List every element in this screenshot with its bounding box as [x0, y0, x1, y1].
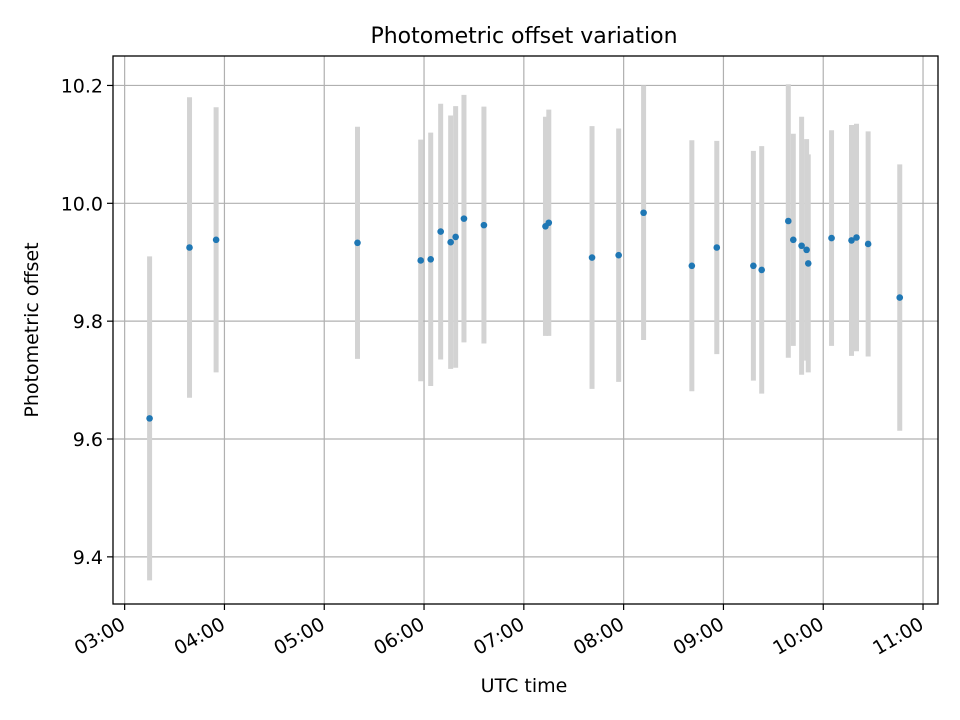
- data-point: [427, 255, 434, 263]
- data-points: [146, 209, 904, 422]
- data-point: [447, 238, 454, 246]
- chart-title: Photometric offset variation: [370, 24, 677, 49]
- plot-frame: [112, 55, 939, 605]
- data-point: [803, 246, 810, 254]
- data-point: [437, 228, 444, 235]
- data-point: [848, 237, 855, 244]
- data-point: [758, 266, 765, 274]
- data-point: [713, 244, 721, 251]
- x-axis-label: UTC time: [481, 675, 568, 697]
- data-point: [212, 236, 220, 244]
- y-tick-label: 9.8: [73, 311, 103, 333]
- data-point: [615, 251, 622, 259]
- y-tick-label: 10.0: [61, 193, 103, 215]
- data-point: [545, 219, 553, 227]
- data-point: [853, 234, 860, 241]
- data-point: [750, 262, 757, 270]
- data-point: [804, 260, 812, 267]
- data-point: [896, 294, 904, 301]
- data-point: [452, 233, 459, 241]
- data-point: [864, 240, 872, 248]
- data-point: [785, 217, 792, 225]
- data-point: [146, 415, 153, 422]
- y-tick-label: 10.2: [61, 75, 103, 97]
- data-point: [417, 257, 425, 264]
- data-point: [460, 215, 468, 222]
- data-point: [186, 244, 193, 251]
- y-axis-ticks: 9.4 9.6 9.8 10.0 10.2: [61, 75, 113, 569]
- y-axis-label: Photometric offset: [21, 242, 43, 417]
- data-point: [640, 209, 647, 217]
- y-tick-label: 9.4: [73, 547, 103, 569]
- data-point: [480, 221, 488, 229]
- data-point: [688, 262, 696, 270]
- data-point: [798, 242, 805, 250]
- data-point: [828, 234, 835, 242]
- y-tick-label: 9.6: [73, 429, 103, 451]
- data-point: [354, 239, 361, 247]
- data-point: [789, 236, 797, 244]
- data-point: [588, 254, 596, 261]
